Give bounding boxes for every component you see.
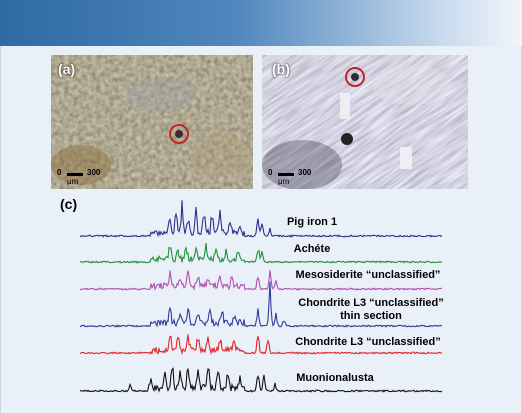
marker-circle-b: [345, 67, 365, 87]
spectrum-trace-3: [79, 270, 443, 291]
spectrum-trace-1: [79, 200, 442, 238]
spectrum-trace-6: [79, 367, 443, 393]
spectrum-label-achete: Achéte: [293, 243, 331, 255]
scale-unit-b: μm: [278, 177, 290, 186]
spectrum-label-chondrite-thin-section: Chondrite L3 “unclassified” thin section: [291, 297, 451, 323]
spectrum-label-chondrite-thin-section-line1: Chondrite L3 “unclassified”: [298, 297, 444, 309]
header-banner: [0, 0, 522, 46]
scale-zero-b: 0: [268, 168, 273, 177]
panel-c-label: (c): [60, 196, 78, 212]
scale-max-a: 300: [87, 168, 101, 177]
scale-unit-a: μm: [67, 177, 79, 186]
panel-b-label: (b): [272, 61, 290, 77]
spectrum-label-chondrite-thin-section-line2: thin section: [340, 310, 402, 322]
spectrum-trace-5: [79, 334, 443, 356]
marker-circle-a: [169, 124, 189, 144]
micrograph-b-image: [262, 55, 468, 189]
micrograph-b: (b) 0 300 μm: [262, 55, 468, 189]
spectrum-trace-4: [79, 281, 443, 328]
spectrum-label-chondrite: Chondrite L3 “unclassified”: [295, 336, 441, 348]
micrograph-a-image: [51, 55, 253, 189]
micrograph-a: (a) 0 300 μm: [51, 55, 253, 189]
scale-bar-line-a: [67, 173, 83, 176]
scale-max-b: 300: [298, 168, 312, 177]
panel-a-label: (a): [58, 61, 76, 77]
spectrum-trace-2: [79, 243, 443, 264]
spectrum-label-mesosiderite: Mesosiderite “unclassified”: [295, 269, 441, 281]
scale-zero-a: 0: [57, 168, 62, 177]
spectrum-label-pig-iron: Pig iron 1: [286, 216, 338, 228]
scale-bar-line-b: [278, 173, 294, 176]
spectrum-label-muonionalusta: Muonionalusta: [296, 372, 374, 384]
